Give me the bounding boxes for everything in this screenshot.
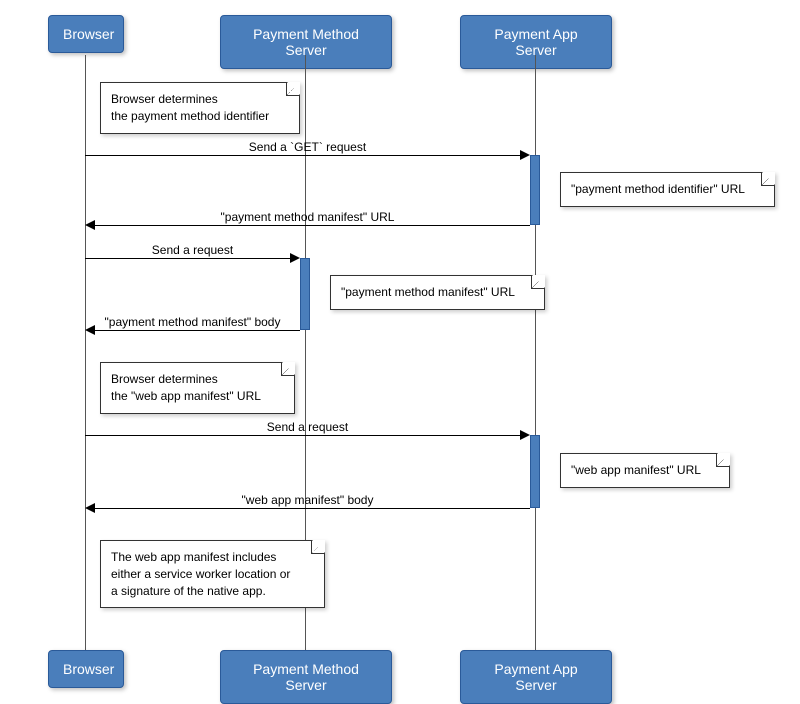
note-line: either a service worker location or bbox=[111, 567, 290, 581]
participant-label: Browser bbox=[63, 26, 114, 42]
note-line: "payment method manifest" URL bbox=[341, 285, 515, 299]
note-line: "payment method identifier" URL bbox=[571, 182, 745, 196]
activation-pas-1 bbox=[530, 155, 540, 225]
note-line: the payment method identifier bbox=[111, 109, 269, 123]
arrow-line bbox=[95, 330, 300, 331]
sequence-diagram: Browser Payment Method Server Payment Ap… bbox=[0, 0, 800, 698]
msg-label-get-request: Send a `GET` request bbox=[85, 140, 530, 154]
arrow-line bbox=[85, 155, 525, 156]
participant-label: Payment App Server bbox=[494, 26, 577, 58]
arrow-line bbox=[95, 508, 530, 509]
arrow-head bbox=[85, 325, 95, 335]
arrow-head bbox=[85, 503, 95, 513]
msg-label-send-request-pms: Send a request bbox=[85, 243, 300, 257]
note-line: a signature of the native app. bbox=[111, 584, 266, 598]
lifeline-pas bbox=[535, 55, 536, 650]
participant-label: Payment Method Server bbox=[253, 26, 359, 58]
note-line: "web app manifest" URL bbox=[571, 463, 701, 477]
note-determine-webapp-url: Browser determines the "web app manifest… bbox=[100, 362, 295, 414]
participant-label: Browser bbox=[63, 661, 114, 677]
arrow-head bbox=[85, 220, 95, 230]
arrow-head bbox=[520, 430, 530, 440]
note-identifier-url: "payment method identifier" URL bbox=[560, 172, 775, 207]
activation-pms-1 bbox=[300, 258, 310, 330]
note-line: The web app manifest includes bbox=[111, 550, 276, 564]
arrow-head bbox=[520, 150, 530, 160]
activation-pas-2 bbox=[530, 435, 540, 508]
participant-pas-top: Payment App Server bbox=[460, 15, 612, 69]
arrow-line bbox=[95, 225, 530, 226]
note-manifest-url-pms: "payment method manifest" URL bbox=[330, 275, 545, 310]
note-webapp-manifest-url: "web app manifest" URL bbox=[560, 453, 730, 488]
arrow-line bbox=[85, 435, 525, 436]
participant-pas-bottom: Payment App Server bbox=[460, 650, 612, 704]
arrow-line bbox=[85, 258, 295, 259]
participant-label: Payment App Server bbox=[494, 661, 577, 693]
arrow-head bbox=[290, 253, 300, 263]
participant-label: Payment Method Server bbox=[253, 661, 359, 693]
note-line: the "web app manifest" URL bbox=[111, 389, 261, 403]
msg-label-manifest-body: "payment method manifest" body bbox=[85, 315, 300, 329]
participant-browser-bottom: Browser bbox=[48, 650, 124, 688]
msg-label-webapp-body: "web app manifest" body bbox=[85, 493, 530, 507]
note-line: Browser determines bbox=[111, 372, 218, 386]
note-line: Browser determines bbox=[111, 92, 218, 106]
participant-browser-top: Browser bbox=[48, 15, 124, 53]
participant-pms-top: Payment Method Server bbox=[220, 15, 392, 69]
msg-label-manifest-url: "payment method manifest" URL bbox=[85, 210, 530, 224]
note-determine-identifier: Browser determines the payment method id… bbox=[100, 82, 300, 134]
msg-label-send-request-pas: Send a request bbox=[85, 420, 530, 434]
note-webapp-includes: The web app manifest includes either a s… bbox=[100, 540, 325, 608]
participant-pms-bottom: Payment Method Server bbox=[220, 650, 392, 704]
